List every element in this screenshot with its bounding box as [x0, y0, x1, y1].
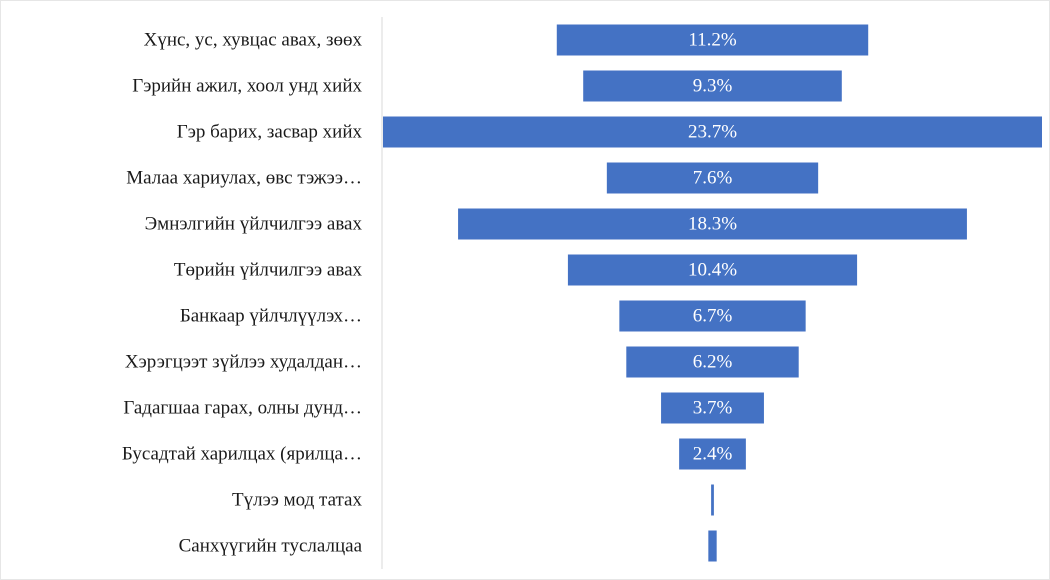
funnel-bar — [661, 392, 764, 424]
data-label: 2.4% — [693, 444, 733, 465]
category-label: Бусадтай харилцах (ярилца… — [122, 444, 362, 465]
funnel-bar — [567, 254, 858, 286]
data-label: 6.7% — [693, 306, 733, 327]
category-label: Хүнс, ус, хувцас авах, зөөх — [144, 30, 363, 51]
category-label: Санхүүгийн туслалцаа — [179, 536, 363, 557]
funnel-bar — [711, 484, 714, 516]
data-label: 7.6% — [693, 168, 733, 189]
category-label: Төрийн үйлчилгээ авах — [174, 260, 363, 281]
data-label: 6.2% — [693, 352, 733, 373]
category-label: Гэрийн ажил, хоол унд хийх — [132, 76, 362, 97]
data-labels: 11.2% 9.3% 23.7% 7.6% 18.3% 10.4% 6.7% 6.2% 3.7%… — [688, 30, 737, 465]
funnel-bar — [458, 208, 967, 240]
data-label: 10.4% — [688, 260, 737, 281]
funnel-bar — [626, 346, 799, 378]
data-label: 3.7% — [693, 398, 733, 419]
bars — [383, 24, 1042, 562]
category-label: Гэр барих, засвар хийх — [177, 122, 363, 143]
data-label: 9.3% — [693, 76, 733, 97]
data-label: 11.2% — [688, 30, 737, 51]
funnel-bar — [556, 24, 869, 56]
funnel-bar — [708, 530, 717, 562]
data-label: 18.3% — [688, 214, 737, 235]
category-label: Эмнэлгийн үйлчилгээ авах — [145, 214, 363, 235]
funnel-bar — [583, 70, 842, 102]
data-label: 23.7% — [688, 122, 737, 143]
category-label: Малаа хариулах, өвс тэжээ… — [126, 168, 362, 189]
category-label: Түлээ мод татах — [232, 490, 362, 511]
category-label: Гадагшаа гарах, олны дунд… — [123, 398, 362, 419]
funnel-bar — [679, 438, 746, 470]
category-label: Банкаар үйлчлүүлэх… — [180, 306, 362, 327]
category-labels: Хүнс, ус, хувцас авах, зөөх Гэрийн ажил, … — [122, 30, 363, 557]
category-label: Хэрэгцээт зүйлээ худалдан… — [125, 352, 362, 373]
funnel-bar — [619, 300, 806, 332]
funnel-bar — [606, 162, 819, 194]
funnel-bar — [383, 116, 1042, 148]
